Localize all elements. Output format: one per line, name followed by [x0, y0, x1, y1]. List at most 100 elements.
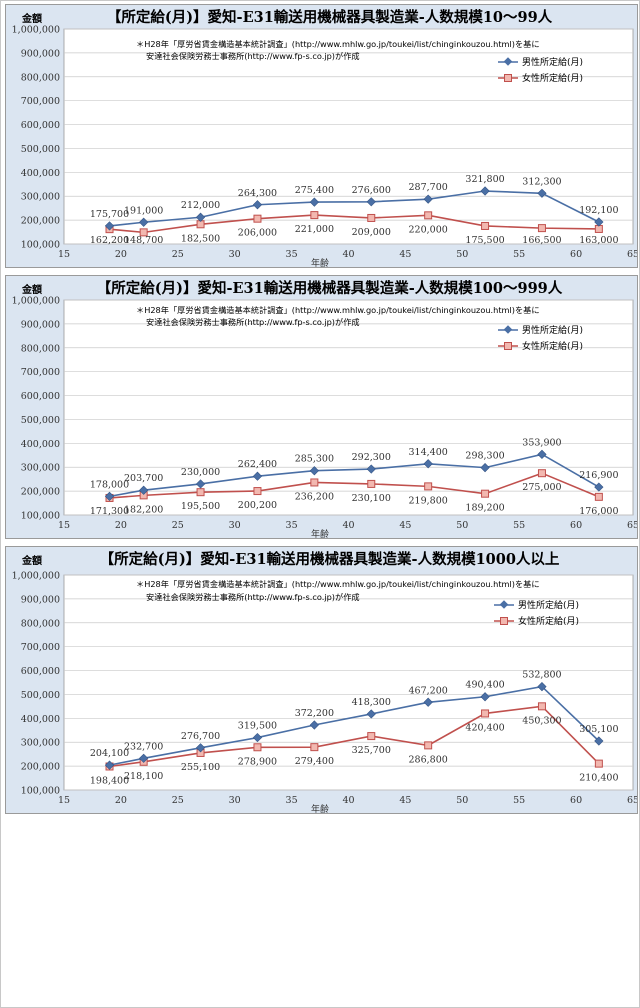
female-data-point: [253, 743, 262, 752]
y-tick-label: 800,000: [21, 618, 60, 629]
legend-male-label: 男性所定給(月): [522, 324, 583, 336]
male-data-label: 276,600: [352, 185, 391, 196]
y-tick-label: 800,000: [21, 343, 60, 354]
series-female-line: [109, 472, 600, 499]
x-tick-label: 30: [229, 795, 241, 806]
legend-male-marker: [503, 57, 513, 66]
male-data-point: [252, 200, 263, 210]
source-note-line-1: ＊H28年「厚労省賃金構造基本統計調査」(http://www.mhlw.go.…: [136, 579, 540, 589]
x-axis-label: 年齢: [311, 257, 329, 267]
male-data-point: [594, 736, 604, 746]
series-male-line: [109, 685, 600, 766]
x-tick-label: 60: [570, 520, 582, 531]
female-data-point: [196, 488, 205, 497]
male-data-label: 175,700: [90, 209, 129, 220]
y-axis-label: 金額: [21, 554, 42, 567]
female-data-label: 209,000: [352, 227, 391, 238]
female-data-point: [196, 220, 205, 229]
x-tick-label: 40: [342, 249, 354, 260]
male-data-label: 264,300: [238, 188, 277, 199]
y-tick-label: 600,000: [21, 391, 60, 402]
female-data-label: 230,100: [352, 493, 391, 504]
male-data-label: 312,300: [522, 176, 561, 187]
male-data-point: [537, 188, 547, 198]
x-tick-label: 35: [286, 249, 298, 260]
y-tick-label: 100,000: [21, 511, 60, 522]
y-tick-label: 1,000,000: [12, 296, 60, 307]
male-data-label: 212,000: [181, 200, 220, 211]
series-female-line: [109, 705, 600, 768]
female-data-point: [310, 478, 319, 487]
legend-male-label: 男性所定給(月): [518, 599, 579, 611]
male-data-point: [594, 217, 604, 227]
female-data-label: 176,000: [579, 506, 618, 517]
male-data-point: [366, 464, 376, 474]
x-tick-label: 65: [627, 249, 637, 260]
female-data-point: [537, 469, 546, 478]
y-axis-label: 金額: [21, 283, 42, 296]
y-tick-label: 600,000: [21, 120, 60, 131]
female-data-label: 218,100: [124, 771, 163, 782]
female-data-label: 189,200: [465, 503, 504, 514]
x-tick-label: 20: [115, 520, 127, 531]
chart-svg: 100,000 200,000 300,000 400,000 500,000 600,0…: [6, 5, 637, 267]
y-tick-label: 700,000: [21, 96, 60, 107]
source-note-line-1: ＊H28年「厚労省賃金構造基本統計調査」(http://www.mhlw.go.…: [136, 39, 540, 49]
chart-title: 【所定給(月)】愛知-E31輸送用機械器具製造業-人数規模100～999人: [97, 279, 563, 297]
source-note-line-2: 安達社会保険労務士事務所(http://www.fp-s.co.jp)が作成: [146, 317, 360, 327]
female-data-point: [594, 759, 603, 768]
x-tick-label: 65: [627, 795, 637, 806]
female-data-point: [367, 479, 376, 488]
female-data-label: 182,500: [181, 233, 220, 244]
male-data-point: [309, 720, 319, 730]
female-data-label: 325,700: [352, 745, 391, 756]
female-data-label: 175,500: [465, 235, 504, 246]
x-tick-label: 35: [286, 795, 298, 806]
x-tick-label: 50: [456, 520, 468, 531]
female-data-label: 198,400: [90, 775, 129, 786]
male-data-point: [480, 186, 490, 196]
female-data-point: [310, 743, 319, 752]
male-data-label: 275,400: [295, 185, 334, 196]
male-data-point: [480, 463, 490, 473]
y-axis-label: 金額: [21, 12, 42, 25]
y-tick-label: 700,000: [21, 642, 60, 653]
male-data-label: 319,500: [238, 721, 277, 732]
chart-panel-1: 100,000 200,000 300,000 400,000 500,000 600,0…: [5, 4, 638, 268]
y-tick-label: 300,000: [21, 738, 60, 749]
x-tick-label: 20: [115, 795, 127, 806]
male-data-label: 490,400: [465, 680, 504, 691]
legend-female-marker: [500, 617, 508, 625]
male-data-point: [537, 682, 547, 692]
x-tick-label: 25: [172, 795, 184, 806]
x-tick-label: 50: [456, 795, 468, 806]
female-data-point: [253, 214, 262, 223]
male-data-point: [195, 743, 206, 753]
x-tick-label: 15: [58, 249, 70, 260]
male-data-point: [366, 197, 376, 207]
male-data-label: 191,000: [124, 205, 163, 216]
female-data-label: 450,300: [522, 715, 561, 726]
y-tick-label: 400,000: [21, 168, 60, 179]
male-data-label: 305,100: [579, 724, 618, 735]
y-tick-label: 400,000: [21, 439, 60, 450]
male-data-point: [423, 697, 433, 707]
y-tick-label: 200,000: [21, 216, 60, 227]
male-data-point: [252, 471, 263, 481]
male-data-point: [139, 217, 149, 227]
male-data-point: [104, 491, 115, 501]
male-data-point: [104, 760, 115, 770]
y-tick-label: 400,000: [21, 714, 60, 725]
female-data-point: [537, 702, 546, 711]
y-tick-label: 600,000: [21, 666, 60, 677]
source-note-line-2: 安達社会保険労務士事務所(http://www.fp-s.co.jp)が作成: [146, 51, 360, 61]
source-note-line-2: 安達社会保険労務士事務所(http://www.fp-s.co.jp)が作成: [146, 592, 360, 602]
female-data-label: 210,400: [579, 773, 618, 784]
y-tick-label: 900,000: [21, 319, 60, 330]
female-data-label: 206,000: [238, 228, 277, 239]
y-tick-label: 200,000: [21, 487, 60, 498]
y-tick-label: 300,000: [21, 192, 60, 203]
male-data-label: 285,300: [295, 454, 334, 465]
female-data-point: [424, 211, 433, 220]
male-data-label: 321,800: [465, 174, 504, 185]
